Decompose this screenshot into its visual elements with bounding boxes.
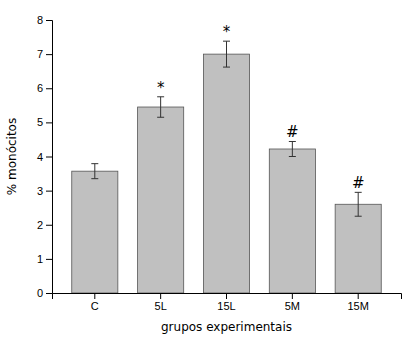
bar bbox=[203, 54, 249, 293]
y-tick-mark bbox=[46, 88, 52, 89]
y-tick: 2 bbox=[37, 219, 52, 231]
annotation: # bbox=[286, 123, 299, 141]
x-tick-mark bbox=[160, 293, 161, 299]
error-bar bbox=[355, 192, 362, 216]
y-tick: 1 bbox=[37, 253, 52, 265]
x-tick-mark bbox=[292, 293, 293, 299]
y-tick-mark bbox=[46, 20, 52, 21]
y-tick: 8 bbox=[37, 14, 52, 26]
bar bbox=[335, 204, 381, 293]
x-tick: C bbox=[91, 293, 99, 312]
error-cap bbox=[157, 117, 164, 118]
error-cap bbox=[223, 67, 230, 68]
x-axis-line bbox=[53, 294, 402, 300]
y-tick: 4 bbox=[37, 151, 52, 163]
x-tick-label: C bbox=[91, 300, 99, 312]
y-tick-mark bbox=[46, 54, 52, 55]
x-tick-mark bbox=[358, 293, 359, 299]
y-tick-label: 0 bbox=[37, 287, 43, 299]
error-cap bbox=[289, 156, 296, 157]
error-cap bbox=[355, 216, 362, 217]
x-axis-title: grupos experimentais bbox=[161, 320, 292, 334]
y-tick: 5 bbox=[37, 116, 52, 128]
y-tick-label: 7 bbox=[37, 48, 43, 60]
x-tick-label: 15M bbox=[347, 300, 368, 312]
bar bbox=[138, 107, 184, 293]
x-tick-label: 15L bbox=[217, 300, 235, 312]
marks bbox=[72, 41, 381, 293]
y-tick: 6 bbox=[37, 82, 52, 94]
y-tick-label: 5 bbox=[37, 116, 43, 128]
y-tick-label: 3 bbox=[37, 185, 43, 197]
bar bbox=[72, 171, 118, 293]
annotations: * * # # bbox=[157, 23, 365, 192]
x-axis: C 5L 15L 5M 15M bbox=[53, 293, 402, 312]
error-cap bbox=[91, 163, 98, 164]
error-line bbox=[292, 141, 293, 156]
x-tick: 5M bbox=[285, 293, 300, 312]
y-tick-mark bbox=[46, 191, 52, 192]
x-tick: 15L bbox=[217, 293, 235, 312]
y-tick-mark bbox=[46, 293, 52, 294]
error-bar bbox=[223, 41, 230, 67]
y-tick-mark bbox=[46, 122, 52, 123]
bar bbox=[269, 149, 315, 293]
error-line bbox=[358, 192, 359, 216]
x-tick-label: 5M bbox=[285, 300, 300, 312]
x-tick: 5L bbox=[155, 293, 167, 312]
y-tick: 7 bbox=[37, 48, 52, 60]
y-tick-label: 2 bbox=[37, 219, 43, 231]
x-tick-label: 5L bbox=[155, 300, 167, 312]
y-tick: 3 bbox=[37, 185, 52, 197]
x-tick-mark bbox=[94, 293, 95, 299]
y-tick-label: 4 bbox=[37, 151, 43, 163]
error-bar bbox=[157, 97, 164, 117]
y-axis-title: % monócitos bbox=[5, 118, 19, 195]
y-tick-label: 8 bbox=[37, 14, 43, 26]
y-tick: 0 bbox=[37, 287, 52, 299]
error-line bbox=[226, 41, 227, 67]
y-tick-label: 6 bbox=[37, 82, 43, 94]
y-tick-mark bbox=[46, 157, 52, 158]
x-tick: 15M bbox=[347, 293, 368, 312]
x-tick-mark bbox=[226, 293, 227, 299]
plot: * * # # C 5L 15L 5M 15M 0 1 2 3 4 5 6 7 8 bbox=[37, 14, 402, 312]
y-tick-label: 1 bbox=[37, 253, 43, 265]
annotation: # bbox=[352, 174, 365, 192]
y-tick-mark bbox=[46, 225, 52, 226]
y-axis-line bbox=[46, 21, 53, 294]
y-axis: 0 1 2 3 4 5 6 7 8 bbox=[37, 14, 53, 299]
y-tick-mark bbox=[46, 259, 52, 260]
annotation: * bbox=[157, 79, 165, 97]
error-line bbox=[94, 164, 95, 179]
annotation: * bbox=[223, 23, 231, 41]
error-cap bbox=[91, 178, 98, 179]
chart: * * # # C 5L 15L 5M 15M 0 1 2 3 4 5 6 7 8 grupos experimen… bbox=[0, 0, 416, 341]
error-bar bbox=[91, 164, 98, 179]
error-line bbox=[160, 97, 161, 117]
error-bar bbox=[289, 141, 296, 156]
